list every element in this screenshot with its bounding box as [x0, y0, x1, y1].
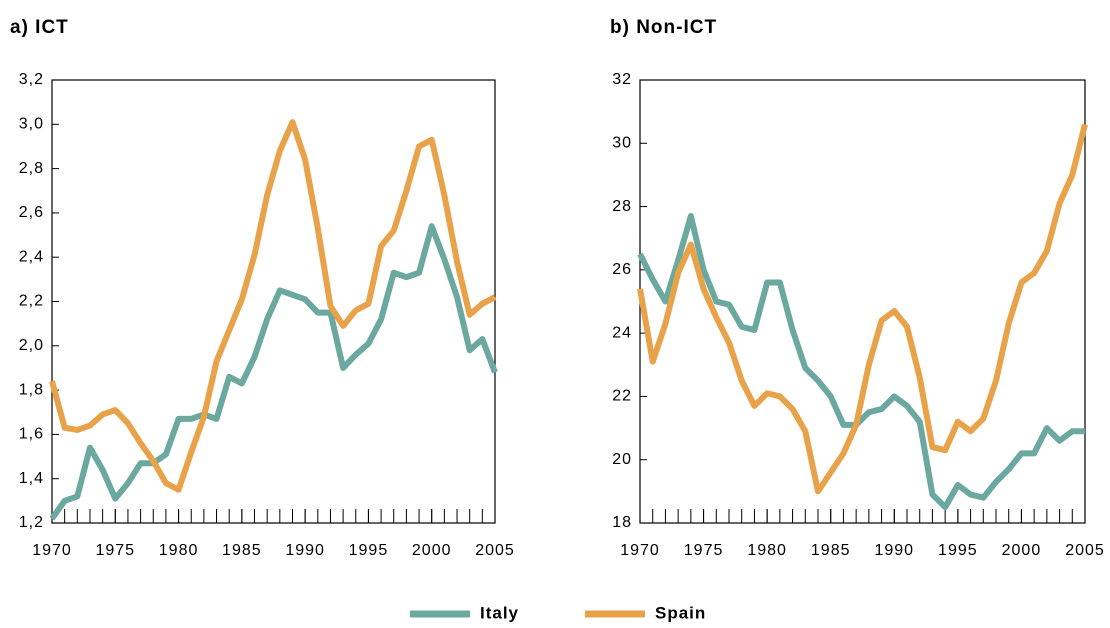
y-tick-label: 26: [612, 261, 632, 278]
x-tick-label: 2000: [1002, 542, 1042, 559]
x-tick-label: 1975: [95, 542, 135, 559]
legend-label: Italy: [480, 603, 519, 622]
chart-title: b) Non-ICT: [610, 17, 717, 38]
y-tick-label: 1,4: [19, 470, 44, 487]
x-tick-label: 1980: [159, 542, 199, 559]
series-line: [49, 119, 497, 493]
y-tick-label: 2,2: [19, 293, 44, 310]
x-tick-label: 1995: [938, 542, 978, 559]
legend-label: Spain: [655, 603, 706, 622]
y-tick-label: 2,6: [19, 204, 44, 221]
y-tick-label: 1,8: [19, 381, 44, 398]
x-tick-label: 1985: [222, 542, 262, 559]
x-tick-label: 1970: [620, 542, 660, 559]
x-tick-label: 1970: [32, 542, 72, 559]
y-tick-label: 1,6: [19, 426, 44, 443]
x-tick-label: 1990: [285, 542, 325, 559]
x-tick-label: 1985: [811, 542, 851, 559]
y-tick-label: 1,2: [19, 514, 44, 531]
x-tick-label: 2000: [412, 542, 452, 559]
y-tick-label: 3,2: [19, 71, 44, 88]
y-tick-label: 22: [612, 388, 632, 405]
x-tick-label: 2005: [475, 542, 515, 559]
series-line: [637, 123, 1088, 495]
x-tick-label: 2005: [1065, 542, 1105, 559]
y-tick-label: 2,8: [19, 160, 44, 177]
y-tick-label: 28: [612, 198, 632, 215]
y-tick-label: 2,4: [19, 248, 44, 265]
y-tick-label: 24: [612, 324, 632, 341]
y-tick-label: 18: [612, 514, 632, 531]
y-tick-label: 32: [612, 71, 632, 88]
y-tick-label: 30: [612, 135, 632, 152]
x-tick-label: 1990: [874, 542, 914, 559]
series-line: [637, 213, 1085, 511]
x-tick-label: 1995: [349, 542, 389, 559]
y-tick-label: 20: [612, 451, 632, 468]
x-tick-label: 1980: [747, 542, 787, 559]
x-tick-label: 1975: [684, 542, 724, 559]
chart-title: a) ICT: [10, 17, 69, 38]
y-tick-label: 3,0: [19, 116, 44, 133]
y-tick-label: 2,0: [19, 337, 44, 354]
series-line: [49, 223, 498, 521]
